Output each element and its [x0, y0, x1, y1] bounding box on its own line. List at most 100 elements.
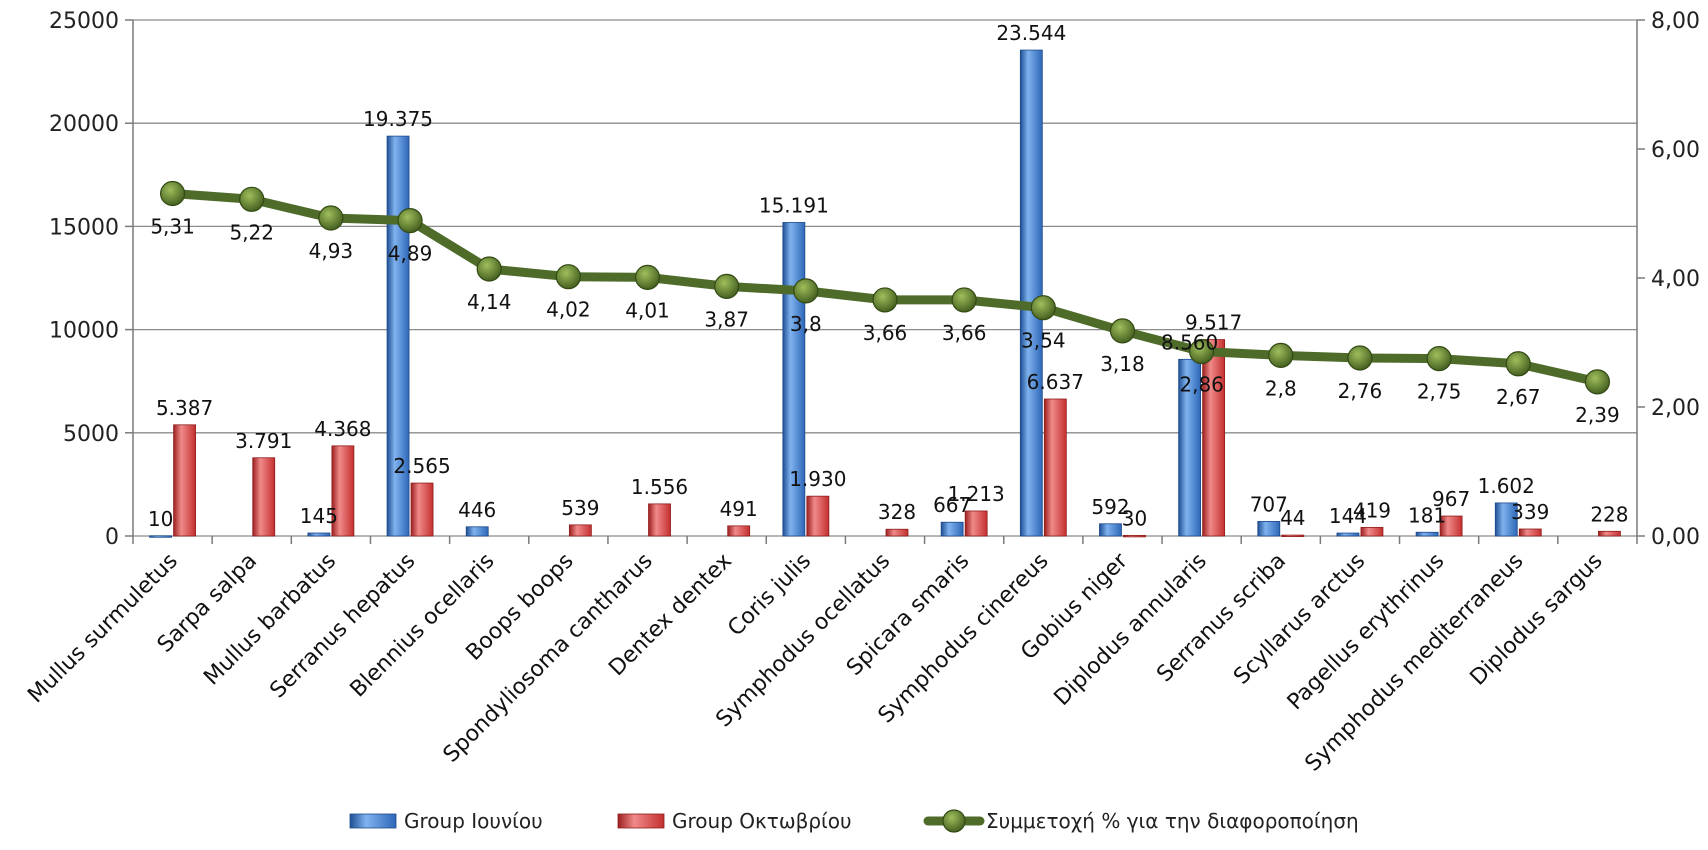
bars [149, 49, 1621, 538]
line-point-label: 3,87 [704, 307, 749, 331]
category-label: Diplodus annularis [1050, 549, 1212, 711]
bar-october [1439, 515, 1463, 537]
legend-label: Συμμετοχή % για την διαφοροποίηση [986, 809, 1359, 833]
bar-june-label: 144 [1329, 504, 1367, 528]
line-point [239, 186, 265, 212]
line-point [951, 287, 977, 313]
bar-october [1598, 530, 1621, 537]
bar-june-label: 10 [148, 507, 173, 531]
category-label: Diplodus sargus [1466, 549, 1608, 691]
line-point-label: 3,66 [942, 321, 987, 345]
bar-october [806, 495, 830, 537]
bar-october [727, 525, 751, 537]
y-right-tick-label: 6,00 [1651, 138, 1700, 163]
legend-label: Group Οκτωβρίου [672, 809, 852, 833]
line-point [476, 256, 502, 282]
line-point [714, 273, 740, 299]
line-point [1584, 369, 1611, 395]
bar-october-label: 539 [561, 496, 599, 520]
category-label: Scyllarus arctus [1229, 549, 1370, 690]
line-point [159, 180, 186, 207]
bar-october [648, 503, 671, 537]
bar-october [252, 457, 276, 537]
line-point [1268, 342, 1294, 368]
bar-june [465, 526, 489, 537]
line-point [634, 264, 661, 290]
axes: 0 5000 10000 15000 20000 25000 0,00 2,00 4,00 6,0… [49, 9, 1700, 550]
line-point [1109, 318, 1136, 344]
bar-june [149, 535, 172, 538]
bar-october [1202, 339, 1226, 537]
bar-october [568, 524, 592, 537]
bar-october [410, 482, 434, 537]
y-right-tick-label: 8,00 [1651, 9, 1700, 34]
bar-october-label: 328 [878, 500, 916, 524]
category-label: Serranus hepatus [265, 549, 420, 704]
bar-october-label: 228 [1590, 502, 1628, 526]
line-point-label: 4,02 [546, 298, 591, 322]
bar-june-label: 1.602 [1478, 474, 1535, 498]
bar-october-label: 3.791 [235, 429, 292, 453]
line-point-label: 2,75 [1417, 380, 1462, 404]
bar-october [331, 445, 355, 537]
bar-october [1518, 528, 1542, 537]
line-point-label: 4,93 [309, 239, 354, 263]
bar-june [307, 532, 331, 537]
category-label: Blennius ocellaris [346, 549, 500, 703]
bar-october-label: 1.213 [948, 482, 1005, 506]
category-label: Mullus barbatus [199, 549, 341, 691]
bar-june [1494, 502, 1518, 537]
bar-october-label: 2.565 [393, 454, 450, 478]
gridlines [133, 19, 1637, 537]
bar-october-label: 44 [1280, 506, 1305, 530]
line-point-label: 2,76 [1338, 379, 1383, 403]
y-left-tick-label: 0 [105, 525, 119, 550]
bar-october [885, 528, 909, 537]
bar-october [1043, 398, 1067, 537]
category-label: Pagellus erythrinus [1283, 549, 1450, 716]
bar-october-label: 9.517 [1185, 311, 1242, 335]
bar-october-label: 30 [1122, 506, 1147, 530]
bar-october-label: 1.556 [631, 475, 688, 499]
line-point [1189, 338, 1215, 365]
bar-october [964, 510, 988, 537]
line-point [1347, 345, 1373, 371]
bar-october [1123, 534, 1146, 538]
bar-june [1099, 523, 1122, 537]
bar-june-label: 181 [1408, 503, 1446, 527]
line-point-label: 4,01 [625, 298, 670, 322]
bar-october-label: 5.387 [156, 396, 213, 420]
bar-june-label: 23.544 [996, 21, 1066, 45]
y-left-tick-label: 25000 [49, 9, 119, 34]
line-point-label: 2,86 [1179, 373, 1224, 397]
bar-june-label: 446 [458, 498, 496, 522]
bar-october-label: 6.637 [1027, 370, 1084, 394]
bar-june [1257, 521, 1281, 537]
category-label: Mullus surmuletus [23, 549, 183, 709]
bar-june-label: 145 [300, 504, 338, 528]
y-left-tick-label: 10000 [49, 319, 119, 344]
bar-october-label: 1.930 [789, 467, 846, 491]
y-left-tick-label: 15000 [49, 215, 119, 240]
y-left-tick-label: 20000 [49, 112, 119, 137]
y-right-tick-label: 4,00 [1651, 267, 1700, 292]
bar-june-label: 19.375 [363, 107, 433, 131]
bar-june [1178, 358, 1202, 537]
bar-october-label: 491 [720, 497, 758, 521]
line-point-label: 3,66 [863, 321, 908, 345]
y-left-tick-label: 5000 [63, 422, 119, 447]
line-point-label: 4,89 [388, 242, 433, 266]
bar-october-label: 419 [1353, 498, 1391, 522]
bar-october [1360, 526, 1384, 537]
line-point-label: 3,8 [790, 312, 822, 336]
bar-june-label: 15.191 [759, 193, 829, 217]
bar-june-label: 592 [1091, 495, 1129, 519]
bar-june [940, 521, 964, 537]
line-point-label: 2,8 [1265, 376, 1297, 400]
bar-october-label: 967 [1432, 487, 1470, 511]
line-point-label: 2,67 [1496, 385, 1541, 409]
line-point-label: 5,31 [150, 215, 195, 239]
y-right-tick-label: 2,00 [1651, 396, 1700, 421]
